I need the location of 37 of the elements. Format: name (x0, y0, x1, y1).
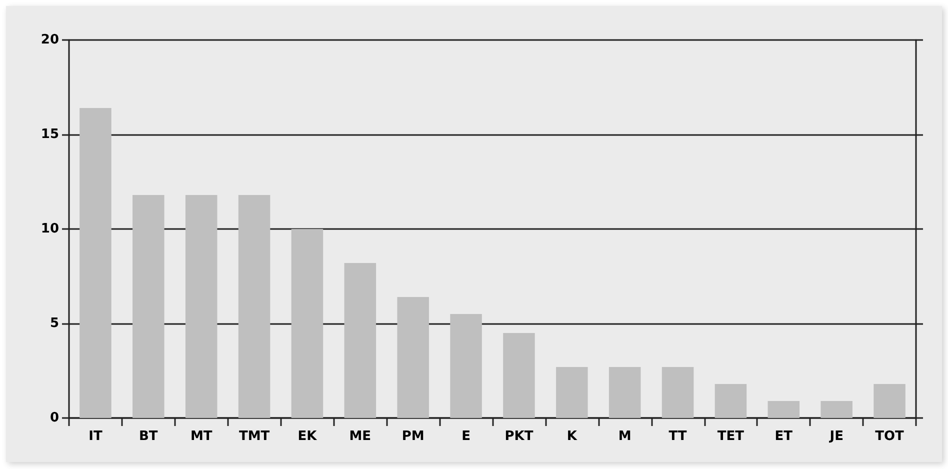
x-tick-label: TOT (875, 429, 904, 444)
x-tick-label: E (462, 429, 470, 444)
x-tick-label: PM (402, 429, 424, 444)
bar (344, 263, 376, 418)
bar (291, 229, 324, 418)
bar (608, 366, 641, 418)
x-tick-label: JE (828, 429, 844, 444)
x-tick-label: IT (88, 429, 102, 444)
bar (80, 108, 112, 418)
bar (662, 366, 694, 418)
bar (238, 194, 270, 418)
x-tick-label: EK (298, 429, 318, 444)
x-tick-label: PKT (504, 429, 534, 444)
y-tick-label: 5 (50, 316, 59, 331)
x-tick-label: BT (139, 429, 158, 444)
x-tick-label: ME (349, 429, 372, 444)
x-tick-label: TT (668, 429, 687, 444)
bar (132, 194, 164, 418)
x-tick-label: TET (717, 429, 744, 444)
x-tick-label: ET (774, 429, 793, 444)
bar (185, 194, 218, 418)
y-tick-label: 20 (40, 32, 59, 48)
bar (397, 297, 429, 418)
y-tick-label: 0 (50, 410, 59, 426)
x-tick-label: K (566, 429, 578, 444)
bar (450, 314, 482, 418)
x-tick-label: MT (190, 429, 212, 444)
bar (714, 384, 747, 418)
bar (503, 332, 535, 418)
bar (874, 384, 906, 418)
bar (768, 400, 800, 418)
y-tick-label: 15 (40, 127, 59, 142)
x-tick-label: TMT (238, 429, 270, 444)
y-tick-label: 10 (40, 222, 59, 236)
x-tick-label: M (618, 429, 632, 444)
bar (820, 400, 852, 418)
bar (556, 366, 588, 418)
